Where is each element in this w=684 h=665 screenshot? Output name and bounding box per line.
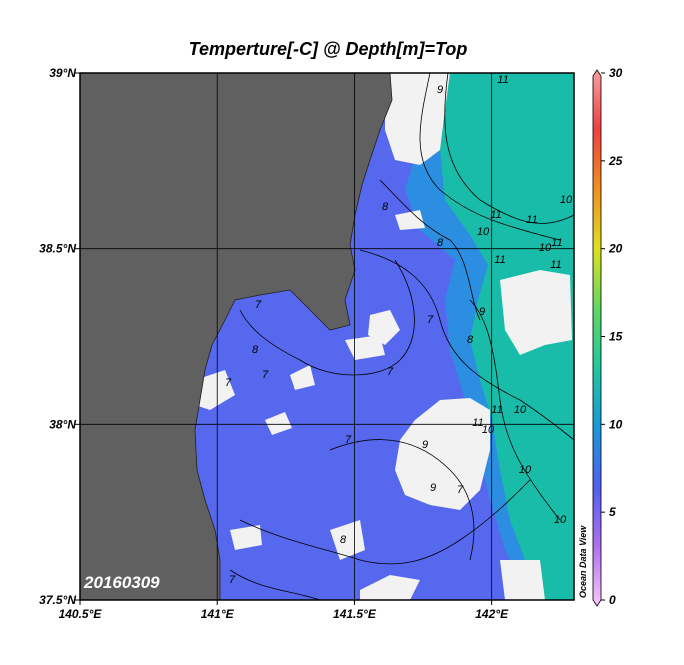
- contour-label: 11: [491, 404, 502, 416]
- colorbar-tick-label: 0: [609, 593, 616, 607]
- colorbar-tick-label: 30: [609, 66, 623, 80]
- ocean-warm: [440, 73, 574, 600]
- contour-label: 9: [430, 482, 436, 494]
- y-tick-label: 39°N: [49, 66, 76, 80]
- y-tick-label: 37.5°N: [39, 593, 76, 607]
- contour-label: 8: [382, 201, 389, 213]
- contour-label: 8: [437, 237, 444, 249]
- contour-label: 7: [427, 314, 434, 326]
- contour-label: 7: [387, 366, 394, 378]
- contour-label: 11: [550, 259, 561, 271]
- contour-label: 9: [479, 306, 485, 318]
- contour-label: 7: [229, 574, 236, 586]
- no-data: [195, 73, 572, 600]
- map-title: Temperture[-C] @ Depth[m]=Top: [189, 39, 468, 59]
- y-tick-label: 38.5°N: [39, 242, 76, 256]
- colorbar: [592, 69, 602, 607]
- grid: [80, 73, 574, 600]
- x-tick-label: 141.5°E: [333, 607, 377, 621]
- contour-label: 11: [472, 417, 483, 429]
- map-frame: [79, 72, 575, 601]
- contour-label: 10: [514, 404, 527, 416]
- land: [80, 73, 393, 600]
- contour-label: 9: [437, 84, 443, 96]
- contour-label: 11: [526, 214, 537, 226]
- contour-label: 7: [225, 377, 232, 389]
- watermark: Ocean Data View: [578, 525, 588, 598]
- contours: [229, 73, 574, 600]
- contour-label: 10: [482, 424, 495, 436]
- date-label: 20160309: [83, 573, 160, 592]
- contour-label: 7: [345, 434, 352, 446]
- contour-label: 8: [340, 534, 347, 546]
- contour-label: 10: [477, 226, 490, 238]
- colorbar-tick-label: 5: [609, 505, 616, 519]
- contour-label: 8: [252, 344, 259, 356]
- contour-label: 11: [494, 254, 505, 266]
- contour-label: 10: [554, 514, 567, 526]
- colorbar-tick-label: 25: [608, 154, 623, 168]
- contour-label: 9: [422, 439, 428, 451]
- contour-label: 10: [519, 464, 532, 476]
- colorbar-tick-label: 20: [608, 242, 623, 256]
- contour-label: 8: [467, 334, 474, 346]
- contour-label: 7: [255, 299, 262, 311]
- x-tick-label: 142°E: [475, 607, 509, 621]
- y-tick-label: 38°N: [49, 417, 76, 431]
- x-tick-label: 141°E: [201, 607, 235, 621]
- contour-label: 10: [539, 242, 552, 254]
- x-tick-label: 140.5°E: [59, 607, 103, 621]
- colorbar-tick-label: 10: [609, 417, 623, 431]
- contour-label: 11: [497, 74, 508, 86]
- contour-label: 7: [457, 484, 464, 496]
- colorbar-tick-label: 15: [609, 330, 623, 344]
- contour-label: 7: [262, 369, 269, 381]
- contour-label: 11: [551, 237, 562, 249]
- contour-label: 11: [490, 209, 501, 221]
- contour-label: 10: [560, 194, 573, 206]
